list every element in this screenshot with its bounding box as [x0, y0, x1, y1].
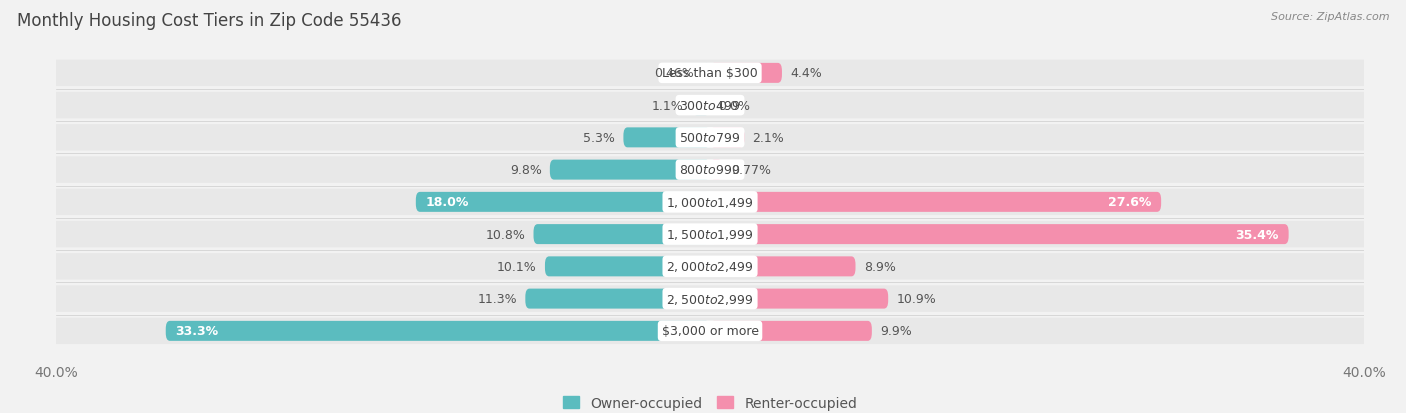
FancyBboxPatch shape	[416, 192, 710, 212]
FancyBboxPatch shape	[710, 225, 1289, 244]
Text: $1,000 to $1,499: $1,000 to $1,499	[666, 195, 754, 209]
Text: 18.0%: 18.0%	[426, 196, 470, 209]
Text: Less than $300: Less than $300	[662, 67, 758, 80]
Text: 9.9%: 9.9%	[880, 325, 911, 337]
FancyBboxPatch shape	[46, 157, 1374, 183]
Text: $300 to $499: $300 to $499	[679, 100, 741, 112]
FancyBboxPatch shape	[710, 192, 1161, 212]
Text: $800 to $999: $800 to $999	[679, 164, 741, 177]
Text: 10.9%: 10.9%	[897, 292, 936, 305]
FancyBboxPatch shape	[46, 60, 1374, 87]
Text: Monthly Housing Cost Tiers in Zip Code 55436: Monthly Housing Cost Tiers in Zip Code 5…	[17, 12, 401, 30]
FancyBboxPatch shape	[46, 93, 1374, 119]
Text: $3,000 or more: $3,000 or more	[662, 325, 758, 337]
Text: 11.3%: 11.3%	[478, 292, 517, 305]
Text: 8.9%: 8.9%	[863, 260, 896, 273]
Text: 0.46%: 0.46%	[655, 67, 695, 80]
Text: 0.0%: 0.0%	[718, 100, 751, 112]
FancyBboxPatch shape	[703, 64, 710, 84]
FancyBboxPatch shape	[46, 189, 1374, 216]
Text: 1.1%: 1.1%	[652, 100, 683, 112]
Text: 4.4%: 4.4%	[790, 67, 823, 80]
Text: $1,500 to $1,999: $1,500 to $1,999	[666, 228, 754, 242]
FancyBboxPatch shape	[710, 321, 872, 341]
FancyBboxPatch shape	[46, 254, 1374, 280]
FancyBboxPatch shape	[166, 321, 710, 341]
Text: 10.1%: 10.1%	[498, 260, 537, 273]
FancyBboxPatch shape	[46, 221, 1374, 248]
FancyBboxPatch shape	[710, 289, 889, 309]
Legend: Owner-occupied, Renter-occupied: Owner-occupied, Renter-occupied	[557, 390, 863, 413]
FancyBboxPatch shape	[710, 128, 744, 148]
FancyBboxPatch shape	[710, 160, 723, 180]
FancyBboxPatch shape	[550, 160, 710, 180]
FancyBboxPatch shape	[710, 64, 782, 84]
Text: 33.3%: 33.3%	[176, 325, 219, 337]
Text: $2,000 to $2,499: $2,000 to $2,499	[666, 260, 754, 274]
Text: 10.8%: 10.8%	[485, 228, 526, 241]
Text: 5.3%: 5.3%	[583, 132, 616, 145]
FancyBboxPatch shape	[710, 257, 855, 277]
Text: 35.4%: 35.4%	[1236, 228, 1279, 241]
FancyBboxPatch shape	[46, 125, 1374, 151]
FancyBboxPatch shape	[46, 286, 1374, 312]
FancyBboxPatch shape	[46, 318, 1374, 344]
FancyBboxPatch shape	[623, 128, 710, 148]
Text: Source: ZipAtlas.com: Source: ZipAtlas.com	[1271, 12, 1389, 22]
Text: 9.8%: 9.8%	[510, 164, 541, 177]
Text: 0.77%: 0.77%	[731, 164, 770, 177]
FancyBboxPatch shape	[533, 225, 710, 244]
FancyBboxPatch shape	[692, 96, 710, 116]
Text: 27.6%: 27.6%	[1108, 196, 1152, 209]
Text: $2,500 to $2,999: $2,500 to $2,999	[666, 292, 754, 306]
FancyBboxPatch shape	[526, 289, 710, 309]
Text: 2.1%: 2.1%	[752, 132, 785, 145]
Text: $500 to $799: $500 to $799	[679, 132, 741, 145]
FancyBboxPatch shape	[546, 257, 710, 277]
